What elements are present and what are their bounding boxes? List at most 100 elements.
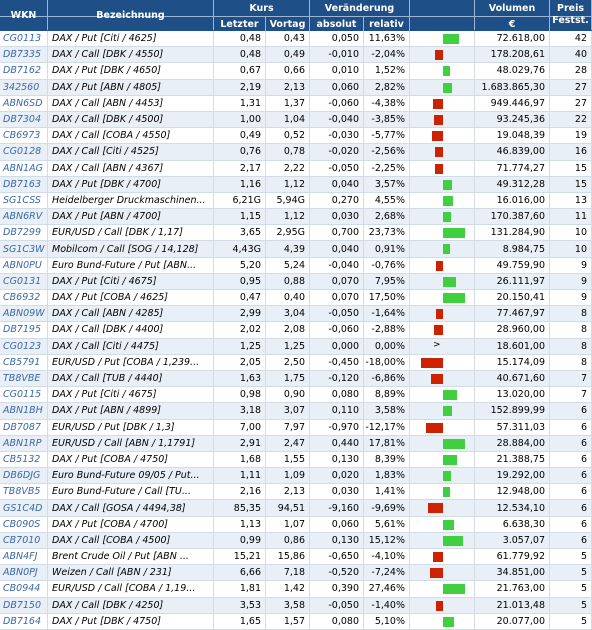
wkn-link[interactable]: TB8VBE: [0, 370, 48, 387]
table-row[interactable]: DB7163 DAX / Put [DBK / 4700] 1,16 1,12 0,04…: [0, 176, 592, 193]
bezeichnung-cell[interactable]: DAX / Call [Citi / 4475]: [48, 338, 214, 354]
table-row[interactable]: ABN1AG DAX / Call [ABN / 4367] 2,17 2,22 -0,…: [0, 160, 592, 177]
wkn-link[interactable]: CB6973: [0, 128, 48, 144]
wkn-link[interactable]: CG0115: [0, 387, 48, 403]
col-wkn-header[interactable]: WKN: [0, 0, 48, 30]
wkn-link[interactable]: DB7304: [0, 111, 48, 128]
wkn-link[interactable]: DB7164: [0, 613, 48, 629]
table-row[interactable]: ABN09W DAX / Call [ABN / 4285] 2,99 3,04 -0,…: [0, 306, 592, 323]
table-row[interactable]: ABN4FJ Brent Crude Oil / Put [ABN ... 15,2…: [0, 549, 592, 566]
wkn-link[interactable]: DB7162: [0, 63, 48, 79]
bezeichnung-cell[interactable]: Euro Bund-Future / Call [TU...: [48, 484, 214, 500]
wkn-link[interactable]: CB090S: [0, 516, 48, 532]
bezeichnung-cell[interactable]: DAX / Put [ABN / 4700]: [48, 209, 214, 225]
bezeichnung-cell[interactable]: DAX / Put [COBA / 4700]: [48, 516, 214, 532]
bezeichnung-cell[interactable]: Brent Crude Oil / Put [ABN ...: [48, 549, 214, 565]
wkn-link[interactable]: CB5132: [0, 451, 48, 468]
wkn-link[interactable]: ABN6SD: [0, 95, 48, 111]
table-row[interactable]: TB8VB5 Euro Bund-Future / Call [TU... 2,16…: [0, 484, 592, 501]
table-row[interactable]: DB7195 DAX / Call [DBK / 4400] 2,02 2,08 -0,…: [0, 322, 592, 339]
table-row[interactable]: TB8VBE DAX / Call [TUB / 4440] 1,63 1,75 -0,…: [0, 370, 592, 388]
table-row[interactable]: ABN1RP EUR/USD / Call [ABN / 1,1791] 2,91 2…: [0, 435, 592, 452]
wkn-link[interactable]: CB7010: [0, 532, 48, 548]
bezeichnung-cell[interactable]: EUR/USD / Put [DBK / 1,3]: [48, 419, 214, 435]
table-row[interactable]: ABN0PJ Weizen / Call [ABN / 231] 6,66 7,18-…: [0, 565, 592, 582]
col-relativ-header[interactable]: relativ: [364, 17, 410, 31]
wkn-link[interactable]: CB5791: [0, 354, 48, 370]
bezeichnung-cell[interactable]: DAX / Put [DBK / 4650]: [48, 63, 214, 79]
table-row[interactable]: DB7304 DAX / Call [DBK / 4500] 1,00 1,04 -0,…: [0, 111, 592, 129]
bezeichnung-cell[interactable]: DAX / Put [DBK / 4700]: [48, 176, 214, 192]
bezeichnung-cell[interactable]: EUR/USD / Put [COBA / 1,239...: [48, 354, 214, 370]
table-row[interactable]: DB7335 DAX / Call [DBK / 4550] 0,48 0,49 -0,…: [0, 47, 592, 64]
col-absolut-header[interactable]: absolut: [310, 17, 364, 31]
table-row[interactable]: DB7299 EUR/USD / Call [DBK / 1,17] 3,65 2,9…: [0, 225, 592, 242]
bezeichnung-cell[interactable]: DAX / Call [GOSA / 4494,38]: [48, 500, 214, 516]
bezeichnung-cell[interactable]: DAX / Call [Citi / 4525]: [48, 144, 214, 160]
table-row[interactable]: CG0131 DAX / Put [Citi / 4675] 0,95 0,88 0,0…: [0, 273, 592, 290]
table-row[interactable]: DB7162 DAX / Put [DBK / 4650] 0,67 0,66 0,01…: [0, 63, 592, 80]
bezeichnung-cell[interactable]: DAX / Call [DBK / 4550]: [48, 47, 214, 63]
wkn-link[interactable]: ABN1AG: [0, 160, 48, 176]
table-row[interactable]: DB6DJG Euro Bund-Future 09/05 / Put... 1,1…: [0, 468, 592, 485]
wkn-link[interactable]: DB7163: [0, 176, 48, 192]
wkn-link[interactable]: DB7299: [0, 225, 48, 241]
table-row[interactable]: DB7150 DAX / Call [DBK / 4250] 3,53 3,58 -0,…: [0, 597, 592, 614]
wkn-link[interactable]: DB7150: [0, 597, 48, 613]
bezeichnung-cell[interactable]: DAX / Put [Citi / 4675]: [48, 387, 214, 403]
bezeichnung-cell[interactable]: DAX / Call [DBK / 4500]: [48, 111, 214, 128]
bezeichnung-cell[interactable]: EUR/USD / Call [DBK / 1,17]: [48, 225, 214, 241]
table-row[interactable]: ABN1BH DAX / Put [ABN / 4899] 3,18 3,07 0,11…: [0, 403, 592, 420]
wkn-link[interactable]: 342560: [0, 79, 48, 95]
wkn-link[interactable]: CB6932: [0, 290, 48, 306]
table-row[interactable]: GS1C4D DAX / Call [GOSA / 4494,38] 85,35 94…: [0, 500, 592, 517]
bezeichnung-cell[interactable]: DAX / Put [Citi / 4675]: [48, 273, 214, 289]
bezeichnung-cell[interactable]: DAX / Call [ABN / 4367]: [48, 160, 214, 176]
wkn-link[interactable]: DB7335: [0, 47, 48, 63]
wkn-link[interactable]: ABN6RV: [0, 209, 48, 225]
wkn-link[interactable]: DB7195: [0, 322, 48, 338]
table-row[interactable]: CB090S DAX / Put [COBA / 4700] 1,13 1,07 0,0…: [0, 516, 592, 533]
wkn-link[interactable]: ABN4FJ: [0, 549, 48, 565]
wkn-link[interactable]: SG1C3W: [0, 241, 48, 257]
table-row[interactable]: CG0115 DAX / Put [Citi / 4675] 0,98 0,90 0,0…: [0, 387, 592, 404]
bezeichnung-cell[interactable]: DAX / Put [COBA / 4625]: [48, 290, 214, 306]
table-row[interactable]: ABN6RV DAX / Put [ABN / 4700] 1,15 1,12 0,03…: [0, 209, 592, 226]
wkn-link[interactable]: SG1CSS: [0, 192, 48, 209]
table-row[interactable]: ABN0PU Euro Bund-Future / Put [ABN... 5,20…: [0, 257, 592, 274]
col-volumen-header[interactable]: Volumen: [475, 0, 550, 16]
bezeichnung-cell[interactable]: DAX / Call [COBA / 4550]: [48, 128, 214, 144]
bezeichnung-cell[interactable]: EUR/USD / Call [ABN / 1,1791]: [48, 435, 214, 451]
table-row[interactable]: ABN6SD DAX / Call [ABN / 4453] 1,31 1,37 -0,…: [0, 95, 592, 112]
table-row[interactable]: DB7164 DAX / Put [DBK / 4750] 1,65 1,57 0,08…: [0, 613, 592, 630]
col-letzter-header[interactable]: Letzter: [214, 17, 266, 31]
table-row[interactable]: CB7010 DAX / Call [COBA / 4500] 0,99 0,86 0,…: [0, 532, 592, 549]
bezeichnung-cell[interactable]: DAX / Call [DBK / 4400]: [48, 322, 214, 338]
bezeichnung-cell[interactable]: DAX / Call [ABN / 4285]: [48, 306, 214, 322]
table-row[interactable]: SG1CSS Heidelberger Druckmaschinen... 6,21…: [0, 192, 592, 210]
table-row[interactable]: DB7087 EUR/USD / Put [DBK / 1,3] 7,00 7,97-…: [0, 419, 592, 436]
table-row[interactable]: CG0113 DAX / Put [Citi / 4625] 0,48 0,43 0,0…: [0, 31, 592, 48]
wkn-link[interactable]: TB8VB5: [0, 484, 48, 500]
wkn-link[interactable]: ABN0PU: [0, 257, 48, 273]
table-row[interactable]: CB5791 EUR/USD / Put [COBA / 1,239... 2,05…: [0, 354, 592, 371]
bezeichnung-cell[interactable]: DAX / Call [TUB / 4440]: [48, 370, 214, 387]
bezeichnung-cell[interactable]: DAX / Call [ABN / 4453]: [48, 95, 214, 111]
table-row[interactable]: 342560 DAX / Put [ABN / 4805] 2,19 2,13 0,06…: [0, 79, 592, 96]
bezeichnung-cell[interactable]: Euro Bund-Future / Put [ABN...: [48, 257, 214, 273]
table-row[interactable]: CB5132 DAX / Put [COBA / 4750] 1,68 1,55 0,1…: [0, 451, 592, 469]
wkn-link[interactable]: ABN1BH: [0, 403, 48, 419]
bezeichnung-cell[interactable]: DAX / Put [Citi / 4625]: [48, 31, 214, 47]
wkn-link[interactable]: GS1C4D: [0, 500, 48, 516]
bezeichnung-cell[interactable]: Euro Bund-Future 09/05 / Put...: [48, 468, 214, 484]
wkn-link[interactable]: ABN09W: [0, 306, 48, 322]
bezeichnung-cell[interactable]: DAX / Put [ABN / 4899]: [48, 403, 214, 419]
table-row[interactable]: CB6973 DAX / Call [COBA / 4550] 0,49 0,52 -0…: [0, 128, 592, 145]
bezeichnung-cell[interactable]: Weizen / Call [ABN / 231]: [48, 565, 214, 581]
col-vortag-header[interactable]: Vortag: [266, 17, 310, 31]
table-row[interactable]: CG0128 DAX / Call [Citi / 4525] 0,76 0,78 -0…: [0, 144, 592, 161]
col-bezeichnung-header[interactable]: Bezeichnung: [48, 0, 214, 30]
wkn-link[interactable]: CG0128: [0, 144, 48, 160]
bezeichnung-cell[interactable]: DAX / Call [COBA / 4500]: [48, 532, 214, 548]
table-row[interactable]: CG0123 DAX / Call [Citi / 4475] 1,25 1,25 0,…: [0, 338, 592, 355]
